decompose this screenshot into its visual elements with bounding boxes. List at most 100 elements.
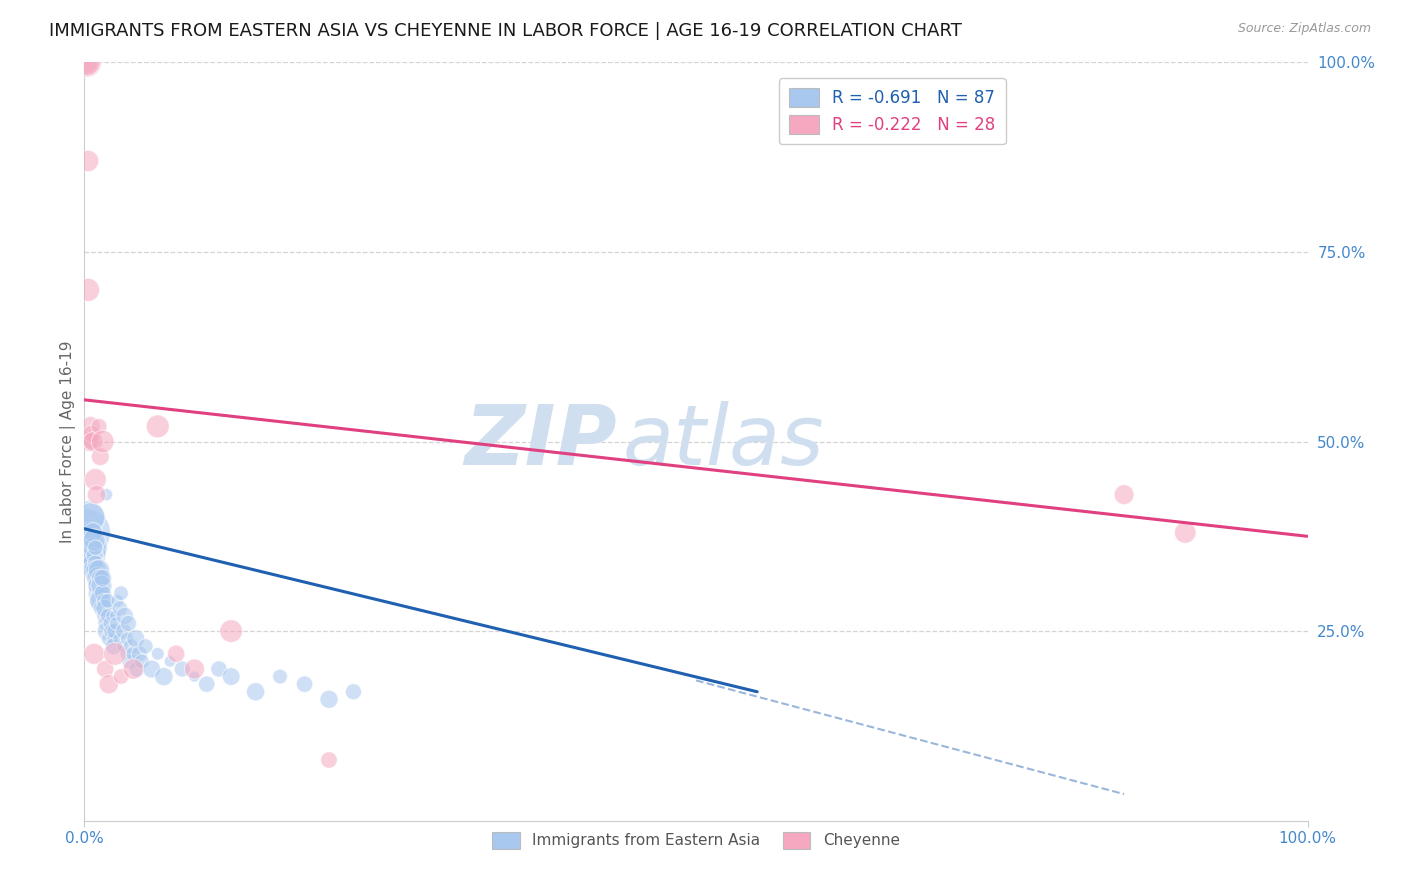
Point (86, 487, 108, 501)
Point (112, 624, 135, 639)
Point (183, 669, 205, 683)
Point (91, 434, 114, 449)
Point (77, 541, 100, 555)
Point (105, 616, 128, 631)
Point (89, 571, 111, 585)
Point (104, 608, 127, 623)
Point (91, 571, 114, 585)
Point (82, 525, 104, 540)
Point (342, 685, 364, 699)
Point (82, 434, 104, 449)
Point (93, 594, 115, 608)
Point (76, 541, 98, 555)
Point (98, 616, 121, 631)
Point (79, 419, 101, 434)
Point (100, 608, 122, 623)
Point (122, 662, 145, 676)
Point (83, 647, 105, 661)
Text: ZIP: ZIP (464, 401, 616, 482)
Point (94, 601, 117, 615)
Point (172, 662, 194, 676)
Point (125, 632, 148, 646)
Y-axis label: In Labor Force | Age 16-19: In Labor Force | Age 16-19 (60, 340, 76, 543)
Point (96, 624, 118, 639)
Point (84, 541, 107, 555)
Point (91, 586, 114, 600)
Point (87, 586, 110, 600)
Point (153, 669, 176, 683)
Point (97, 594, 120, 608)
Point (80, 548, 103, 563)
Point (84, 473, 107, 487)
Point (77, 434, 100, 449)
Point (120, 639, 142, 653)
Point (122, 647, 145, 661)
Point (87, 564, 110, 578)
Point (83, 533, 105, 548)
Point (89, 450, 111, 464)
Point (208, 662, 231, 676)
Point (87, 579, 110, 593)
Point (77, 283, 100, 297)
Point (86, 564, 108, 578)
Point (114, 608, 136, 623)
Point (318, 692, 340, 706)
Point (94, 662, 117, 676)
Point (82, 541, 104, 555)
Point (110, 669, 132, 683)
Point (77, 153, 100, 168)
Point (79, 434, 101, 449)
Point (84, 556, 107, 570)
Text: IMMIGRANTS FROM EASTERN ASIA VS CHEYENNE IN LABOR FORCE | AGE 16-19 CORRELATION : IMMIGRANTS FROM EASTERN ASIA VS CHEYENNE… (49, 22, 962, 40)
Point (1174, 525, 1197, 540)
Point (117, 616, 139, 631)
Point (125, 662, 148, 676)
Point (75, 533, 97, 548)
Point (82, 556, 104, 570)
Point (183, 662, 205, 676)
Point (318, 753, 340, 767)
Point (84, 571, 107, 585)
Point (110, 586, 132, 600)
Point (107, 632, 129, 646)
Point (79, 525, 101, 540)
Point (111, 639, 134, 653)
Point (90, 594, 112, 608)
Point (108, 601, 131, 615)
Point (1114, 487, 1136, 501)
Point (135, 639, 157, 653)
Point (146, 647, 169, 661)
Text: Source: ZipAtlas.com: Source: ZipAtlas.com (1237, 22, 1371, 36)
Point (96, 487, 118, 501)
Point (87, 594, 110, 608)
Point (118, 655, 141, 669)
Point (76, 55, 98, 70)
Point (75, 55, 97, 70)
Point (219, 669, 242, 683)
Point (165, 647, 187, 661)
Point (90, 579, 112, 593)
Point (94, 616, 117, 631)
Point (105, 594, 128, 608)
Point (115, 647, 138, 661)
Point (83, 548, 105, 563)
Point (104, 647, 127, 661)
Point (100, 624, 122, 639)
Point (101, 632, 124, 646)
Point (245, 685, 267, 699)
Point (103, 639, 125, 653)
Point (115, 632, 138, 646)
Point (128, 647, 150, 661)
Point (76, 55, 98, 70)
Point (131, 655, 153, 669)
Point (80, 564, 103, 578)
Point (76, 525, 98, 540)
Point (77, 533, 100, 548)
Legend: Immigrants from Eastern Asia, Cheyenne: Immigrants from Eastern Asia, Cheyenne (486, 826, 905, 855)
Point (87, 419, 110, 434)
Point (159, 655, 181, 669)
Point (80, 427, 103, 442)
Point (77, 548, 100, 563)
Point (93, 608, 115, 623)
Point (77, 510, 100, 524)
